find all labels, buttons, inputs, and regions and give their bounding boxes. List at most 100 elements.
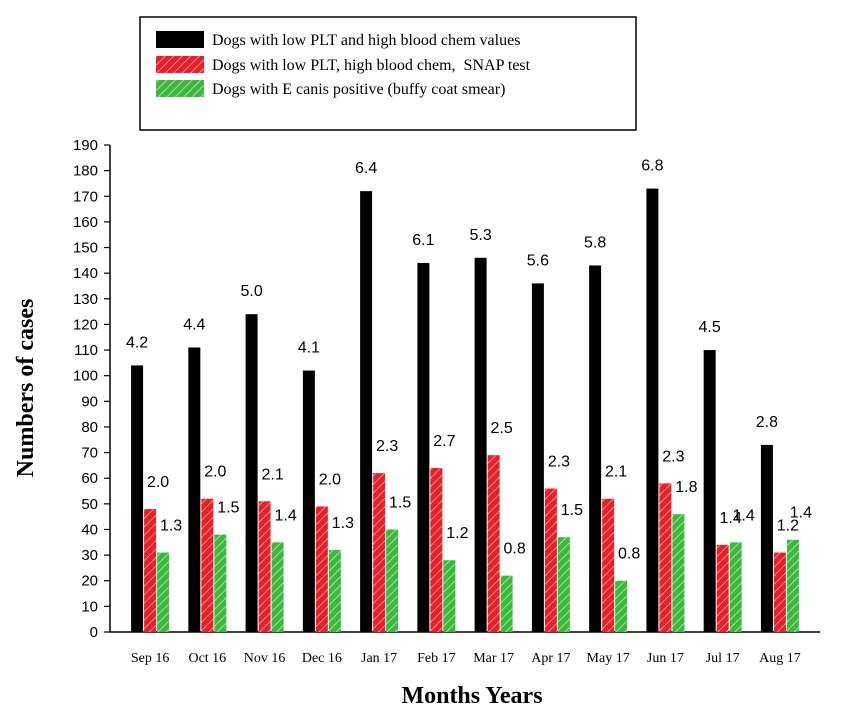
- data-label-series-1: 2.8: [756, 414, 778, 431]
- x-tick-label: Jun 17: [647, 651, 684, 666]
- bar-series-1: [188, 347, 201, 632]
- x-tick-label: Nov 16: [244, 651, 286, 666]
- data-label-series-1: 6.4: [355, 160, 377, 177]
- x-tick-label: Jul 17: [706, 651, 740, 666]
- y-tick-label: 50: [81, 496, 98, 513]
- data-label-series-3: 1.3: [332, 515, 354, 532]
- data-label-series-3: 1.4: [733, 507, 755, 524]
- bar-series-2: [201, 498, 214, 632]
- bar-series-2: [258, 501, 271, 632]
- x-tick-label: Feb 17: [417, 651, 456, 666]
- bar-series-3: [615, 580, 628, 632]
- y-tick-label: 170: [73, 188, 98, 205]
- y-tick-label: 10: [81, 598, 98, 615]
- data-label-series-3: 1.8: [675, 479, 697, 496]
- y-tick-label: 190: [73, 137, 98, 154]
- bar-series-3: [672, 514, 685, 632]
- data-label-series-3: 1.5: [389, 494, 411, 511]
- x-tick-label: Aug 17: [759, 651, 801, 666]
- data-label-series-2: 2.1: [605, 464, 627, 481]
- data-label-series-3: 1.3: [160, 518, 182, 535]
- x-axis-title: Months Years: [401, 683, 542, 709]
- data-label-series-2: 2.0: [204, 464, 226, 481]
- data-label-series-1: 4.4: [183, 316, 205, 333]
- legend-label-series-2: Dogs with low PLT, high blood chem, SNAP…: [212, 57, 531, 74]
- data-label-series-3: 1.2: [446, 525, 468, 542]
- data-label-series-3: 1.5: [561, 502, 583, 519]
- data-label-series-1: 4.5: [699, 319, 721, 336]
- y-tick-label: 30: [81, 547, 98, 564]
- bar-series-2: [373, 473, 386, 632]
- bars: [131, 188, 799, 633]
- data-label-series-1: 5.6: [527, 252, 549, 269]
- bar-series-3: [214, 534, 227, 632]
- data-label-series-2: 2.0: [319, 471, 341, 488]
- y-tick-label: 130: [73, 291, 98, 308]
- data-label-series-3: 1.5: [217, 500, 239, 517]
- bar-series-1: [417, 262, 430, 632]
- data-label-series-1: 4.1: [298, 340, 320, 357]
- y-tick-label: 20: [81, 573, 98, 590]
- y-tick-label: 70: [81, 445, 98, 462]
- data-label-series-2: 2.7: [433, 433, 455, 450]
- bar-series-1: [646, 188, 659, 633]
- bar-series-3: [157, 552, 170, 632]
- bar-series-1: [245, 314, 258, 632]
- x-tick-label: Dec 16: [302, 651, 342, 666]
- bar-series-1: [474, 257, 487, 632]
- legend: Dogs with low PLT and high blood chem va…: [139, 16, 637, 131]
- legend-swatch-series-1: [156, 31, 204, 48]
- y-tick-label: 40: [81, 521, 98, 538]
- y-ticks: 0 10 20 30 40 50 60 70 80 90 100 110 120 130 140 150 160…: [73, 137, 110, 641]
- data-label-series-3: 1.4: [274, 507, 296, 524]
- data-label-series-2: 2.3: [376, 438, 398, 455]
- data-labels: 4.2 2.0 1.3 4.4 2.0 1.5 5.0 2.1 1.4 4.1 2.0 1.3 6.4 2…: [126, 158, 812, 563]
- bar-series-3: [557, 537, 570, 632]
- bar-series-2: [773, 552, 786, 632]
- x-tick-label: Oct 16: [188, 651, 226, 666]
- data-label-series-2: 2.5: [491, 420, 513, 437]
- data-label-series-2: 1.4: [720, 510, 742, 527]
- bar-series-2: [602, 498, 615, 632]
- data-label-series-2: 1.2: [777, 518, 799, 535]
- y-tick-label: 120: [73, 316, 98, 333]
- y-tick-label: 140: [73, 265, 98, 282]
- y-tick-label: 180: [73, 163, 98, 180]
- data-label-series-3: 1.4: [790, 505, 812, 522]
- bar-series-1: [589, 265, 602, 632]
- data-label-series-3: 0.8: [618, 546, 640, 563]
- y-tick-label: 90: [81, 393, 98, 410]
- bar-series-3: [386, 529, 399, 632]
- legend-swatch-series-2: [156, 56, 204, 73]
- bar-series-2: [315, 506, 328, 632]
- x-tick-label: May 17: [587, 651, 630, 666]
- bar-series-3: [271, 542, 284, 632]
- data-label-series-2: 2.3: [548, 453, 570, 470]
- bar-series-3: [500, 575, 513, 632]
- y-axis-title: Numbers of cases: [13, 299, 39, 478]
- bar-series-1: [760, 444, 773, 632]
- y-tick-label: 150: [73, 240, 98, 257]
- bar-series-3: [729, 542, 742, 632]
- bar-series-3: [328, 549, 341, 632]
- bar-series-1: [703, 350, 716, 632]
- data-label-series-1: 4.2: [126, 334, 148, 351]
- data-label-series-1: 5.0: [240, 283, 262, 300]
- x-tick-label: Apr 17: [531, 651, 570, 666]
- bar-series-3: [443, 560, 456, 632]
- x-ticks: Sep 16 Oct 16 Nov 16 Dec 16 Jan 17 Feb 17 Mar …: [131, 651, 801, 666]
- bar-series-2: [544, 488, 557, 632]
- bar-series-2: [144, 508, 157, 632]
- data-label-series-1: 5.8: [584, 234, 606, 251]
- y-tick-label: 80: [81, 419, 98, 436]
- bar-series-1: [302, 370, 315, 632]
- bar-series-2: [659, 483, 672, 632]
- bar-series-3: [786, 539, 799, 632]
- x-tick-label: Sep 16: [131, 651, 170, 666]
- bar-series-2: [487, 455, 500, 632]
- legend-swatch-series-3: [156, 80, 204, 97]
- bar-series-2: [430, 467, 443, 632]
- data-label-series-1: 6.1: [412, 232, 434, 249]
- data-label-series-2: 2.1: [261, 466, 283, 483]
